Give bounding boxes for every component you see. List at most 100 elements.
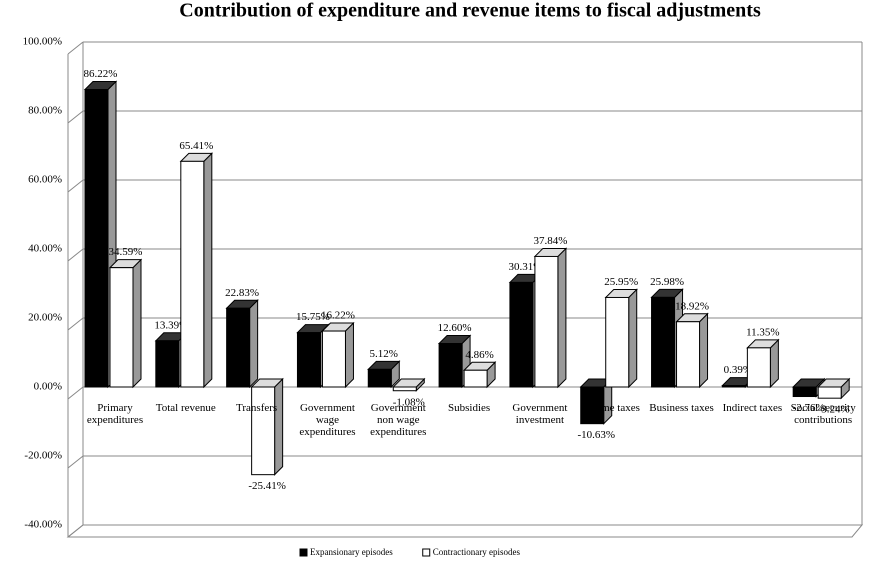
y-tick-label: -40.00%: [24, 519, 62, 531]
value-label: 11.35%: [746, 326, 780, 338]
bar-face: [321, 330, 346, 388]
bar-face: [109, 267, 134, 388]
bar: [179, 152, 214, 389]
x-tick-label: Subsidies: [447, 402, 491, 414]
x-tick-label: Total revenue: [155, 402, 216, 414]
value-label: 16.22%: [321, 310, 355, 322]
bar-face: [226, 307, 251, 388]
bar-face: [249, 299, 259, 389]
bar-face: [746, 347, 771, 388]
bar-face: [463, 369, 488, 388]
floor: [66, 524, 864, 538]
y-tick-label: 20.00%: [28, 312, 62, 324]
value-label: 22.83%: [225, 287, 259, 299]
value-label: -2.76%: [793, 402, 825, 414]
y-tick-label: -20.00%: [24, 450, 62, 462]
bar-face: [438, 343, 463, 388]
legend-swatch: [422, 548, 431, 557]
bar-face: [274, 377, 284, 476]
y-tick-label: 80.00%: [28, 105, 62, 117]
bar: [367, 360, 401, 389]
bar: [108, 258, 143, 389]
value-label: 34.59%: [109, 246, 143, 258]
x-tick-label: Government wage expenditures: [299, 402, 356, 438]
value-label: 25.98%: [650, 276, 684, 288]
bar-face: [84, 89, 109, 388]
bar-face: [605, 296, 630, 388]
bar: [816, 377, 851, 400]
bar-face: [251, 386, 276, 476]
value-label: 0.39%: [724, 364, 752, 376]
bar: [392, 377, 426, 392]
grid-line: [67, 317, 84, 331]
bar-face: [155, 340, 180, 388]
grid-line: [67, 179, 84, 193]
value-label: 5.12%: [370, 348, 398, 360]
bar-face: [557, 247, 567, 389]
value-label: 37.84%: [533, 235, 567, 247]
value-label: 30.31%: [508, 261, 542, 273]
y-tick-label: 100.00%: [23, 36, 62, 48]
chart-title: Contribution of expenditure and revenue …: [179, 0, 761, 22]
value-label: 12.60%: [438, 322, 472, 334]
bar-face: [180, 160, 205, 388]
legend-label: Contractionary episodes: [433, 547, 521, 557]
bar-face: [367, 368, 392, 388]
grid-line: [67, 248, 84, 262]
bar-face: [344, 321, 354, 389]
x-tick-label: Transfers: [236, 402, 278, 414]
x-tick-label: Social security contributions: [790, 402, 856, 426]
bar-face: [651, 296, 676, 388]
bar-face: [628, 288, 638, 389]
bar: [225, 299, 259, 389]
bar-face: [392, 386, 417, 392]
value-label: -1.08%: [393, 396, 425, 408]
grid-line: [67, 524, 84, 538]
y-tick-label: 60.00%: [28, 174, 62, 186]
legend-swatch: [299, 548, 308, 557]
grid-line: [67, 455, 84, 469]
bar-face: [792, 386, 817, 398]
value-label: -25.41%: [248, 480, 286, 492]
value-label: 18.92%: [675, 300, 709, 312]
x-tick-label: Government investment: [512, 402, 568, 426]
legend-label: Expansionary episodes: [310, 547, 393, 557]
value-label: 25.95%: [604, 276, 638, 288]
bar-face: [509, 281, 534, 388]
grid-line: [67, 41, 84, 55]
x-tick-label: Indirect taxes: [722, 402, 783, 414]
bar-face: [721, 385, 746, 388]
value-label: -3.24%: [818, 404, 850, 416]
bar: [250, 377, 284, 476]
bar-face: [580, 386, 605, 425]
bar: [321, 321, 355, 389]
grid-line: [67, 386, 84, 400]
bar: [462, 361, 497, 389]
value-label: 65.41%: [179, 140, 213, 152]
y-tick-label: 40.00%: [28, 243, 62, 255]
grid-line: [67, 110, 84, 124]
x-tick-label: Primary expenditures: [86, 402, 144, 426]
value-label: 15.75%: [296, 311, 330, 323]
bar: [746, 338, 780, 389]
bar-face: [203, 152, 213, 389]
x-tick-label: Government non wage expenditures: [370, 402, 427, 438]
bar: [675, 312, 709, 389]
value-label: 13.39%: [154, 319, 188, 331]
bar-face: [132, 258, 142, 389]
y-tick-label: 0.00%: [34, 381, 62, 393]
bar-face: [296, 332, 321, 388]
bar-face: [676, 321, 701, 388]
value-label: 86.22%: [84, 68, 118, 80]
value-label: -10.63%: [577, 429, 615, 441]
x-tick-label: Business taxes: [649, 402, 714, 414]
bar-face: [534, 255, 559, 388]
bar: [579, 377, 613, 425]
bar-face: [699, 312, 709, 389]
value-label: 4.86%: [465, 349, 493, 361]
x-tick-label: Income taxes: [581, 402, 640, 414]
bar-face: [817, 386, 842, 399]
bar: [533, 247, 568, 389]
